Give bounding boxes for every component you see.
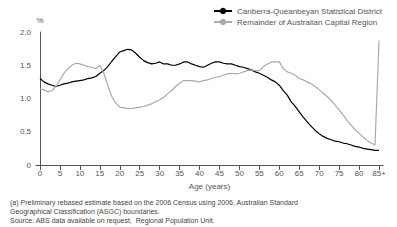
svg-text:2.0: 2.0 bbox=[20, 28, 32, 37]
svg-text:Canberra-Queanbeyan Statistica: Canberra-Queanbeyan Statistical District bbox=[237, 7, 383, 16]
svg-text:30: 30 bbox=[155, 169, 164, 178]
svg-text:20: 20 bbox=[115, 169, 124, 178]
svg-text:45: 45 bbox=[215, 169, 224, 178]
svg-text:Remainder of Australian Capita: Remainder of Australian Capital Region bbox=[237, 18, 377, 27]
svg-text:1.5: 1.5 bbox=[20, 61, 32, 70]
svg-text:0.5: 0.5 bbox=[20, 127, 32, 136]
svg-text:80: 80 bbox=[355, 169, 364, 178]
svg-text:1.0: 1.0 bbox=[20, 94, 32, 103]
svg-text:85+: 85+ bbox=[372, 169, 386, 178]
svg-text:0: 0 bbox=[38, 169, 43, 178]
svg-text:35: 35 bbox=[175, 169, 184, 178]
svg-text:5: 5 bbox=[58, 169, 63, 178]
svg-text:70: 70 bbox=[315, 169, 324, 178]
svg-text:Source: ABS data available on: Source: ABS data available on request, R… bbox=[10, 217, 215, 225]
svg-text:55: 55 bbox=[255, 169, 264, 178]
svg-text:25: 25 bbox=[135, 169, 144, 178]
svg-text:65: 65 bbox=[295, 169, 304, 178]
svg-text:%: % bbox=[36, 16, 43, 25]
svg-text:60: 60 bbox=[275, 169, 284, 178]
svg-text:40: 40 bbox=[195, 169, 204, 178]
svg-text:50: 50 bbox=[235, 169, 244, 178]
svg-text:Age (years): Age (years) bbox=[189, 182, 231, 191]
svg-text:0: 0 bbox=[27, 161, 32, 170]
svg-text:15: 15 bbox=[95, 169, 104, 178]
svg-text:10: 10 bbox=[75, 169, 84, 178]
svg-text:75: 75 bbox=[335, 169, 344, 178]
svg-text:Geographical Classification (A: Geographical Classification (ASGC) bound… bbox=[10, 208, 160, 216]
svg-text:(a) Preliminary rebased estima: (a) Preliminary rebased estimate based o… bbox=[10, 199, 298, 207]
